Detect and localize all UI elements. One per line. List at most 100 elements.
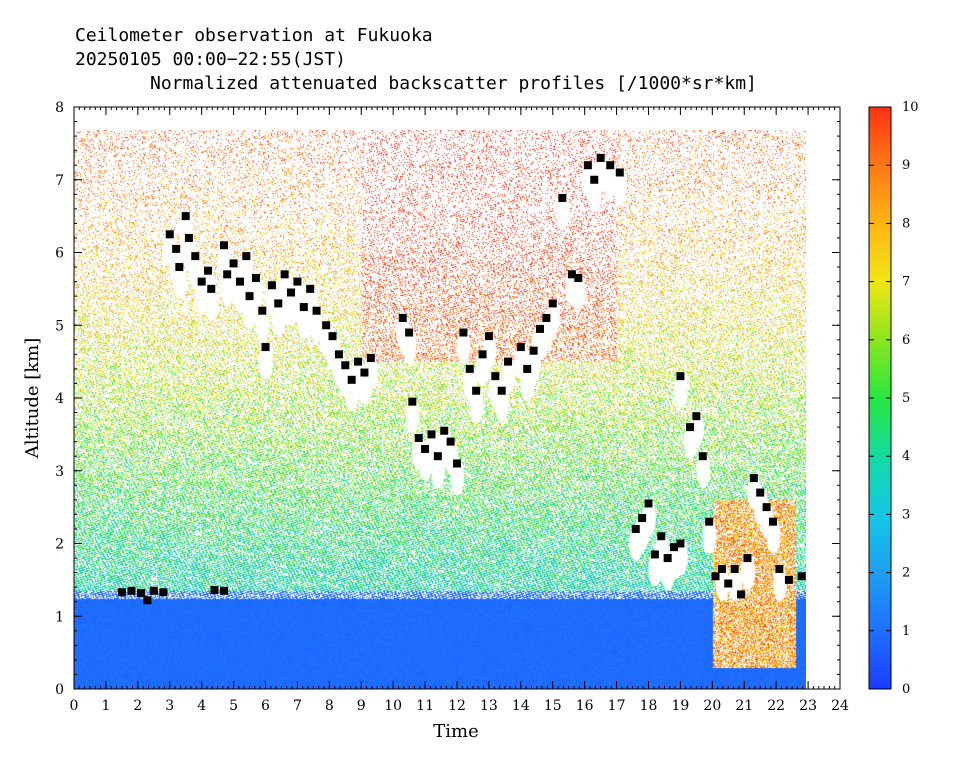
cloud-base-point xyxy=(596,153,605,162)
x-tick-label: 6 xyxy=(261,698,270,714)
cloud-base-point xyxy=(711,572,720,581)
cloud-base-points xyxy=(117,153,806,605)
x-tick-label: 9 xyxy=(357,698,366,714)
plot-area xyxy=(73,106,841,690)
cloud-base-point xyxy=(663,554,672,563)
colorbar-tick-label: 2 xyxy=(902,566,910,581)
cloud-base-point xyxy=(724,579,733,588)
x-tick-label: 11 xyxy=(416,698,434,714)
cloud-base-point xyxy=(360,368,369,377)
cloud-base-point xyxy=(366,353,375,362)
cloud-base-point xyxy=(204,266,213,275)
colorbar-tick-label: 3 xyxy=(902,507,910,522)
cloud-base-point xyxy=(631,524,640,533)
chart-subtitle-quantity: Normalized attenuated backscatter profil… xyxy=(150,73,757,94)
cloud-base-point xyxy=(220,586,229,595)
cloud-base-point xyxy=(756,488,765,497)
colorbar-ticks: 0 1 2 3 4 5 6 7 8 9 10 xyxy=(869,100,919,697)
cloud-base-point xyxy=(175,263,184,272)
x-tick-label: 1 xyxy=(101,698,110,714)
y-tick-label: 1 xyxy=(55,609,64,625)
cloud-base-point xyxy=(207,284,216,293)
cloud-base-point xyxy=(322,321,331,330)
x-tick-label: 14 xyxy=(512,698,530,714)
cloud-base-point xyxy=(535,324,544,333)
chart-title: Ceilometer observation at Fukuoka xyxy=(75,25,433,46)
cloud-base-point xyxy=(749,474,758,483)
cloud-base-point xyxy=(705,517,714,526)
cloud-base-point xyxy=(638,514,647,523)
cloud-base-point xyxy=(670,543,679,552)
colorbar-tick-label: 10 xyxy=(902,100,919,115)
x-tick-label: 2 xyxy=(133,698,142,714)
cloud-base-point xyxy=(523,364,532,373)
cloud-base-point xyxy=(334,350,343,359)
y-tick-label: 7 xyxy=(55,173,64,189)
colorbar-tick-label: 4 xyxy=(902,449,910,464)
cloud-base-point xyxy=(159,588,168,597)
cloud-base-point xyxy=(446,437,455,446)
cloud-base-point xyxy=(347,375,356,384)
x-tick-label: 7 xyxy=(293,698,302,714)
x-tick-label: 13 xyxy=(480,698,498,714)
x-tick-label: 22 xyxy=(767,698,785,714)
cloud-base-point xyxy=(414,434,423,443)
cloud-base-point xyxy=(574,273,583,282)
colorbar-tick-label: 0 xyxy=(902,682,910,697)
cloud-base-point xyxy=(149,586,158,595)
colorbar-tick-label: 7 xyxy=(902,275,910,290)
cloud-base-point xyxy=(299,303,308,312)
cloud-base-point xyxy=(117,588,126,597)
cloud-base-point xyxy=(258,306,267,315)
cloud-base-point xyxy=(293,277,302,286)
axis-ticks xyxy=(73,106,841,690)
x-tick-label: 23 xyxy=(799,698,817,714)
x-tick-label: 20 xyxy=(703,698,721,714)
cloud-base-point xyxy=(478,350,487,359)
cloud-base-point xyxy=(312,306,321,315)
cloud-base-point xyxy=(306,284,315,293)
y-tick-label: 0 xyxy=(55,682,64,698)
cloud-base-point xyxy=(484,332,493,341)
cloud-base-point xyxy=(127,586,136,595)
cloud-base-point xyxy=(465,364,474,373)
x-tick-label: 19 xyxy=(672,698,690,714)
cloud-base-point xyxy=(459,328,468,337)
cloud-base-point xyxy=(717,564,726,573)
cloud-base-point xyxy=(421,444,430,453)
cloud-base-point xyxy=(197,277,206,286)
cloud-base-point xyxy=(685,423,694,432)
x-tick-label: 5 xyxy=(229,698,238,714)
cloud-base-point xyxy=(287,288,296,297)
cloud-base-point xyxy=(172,244,181,253)
cloud-base-point xyxy=(644,499,653,508)
y-axis-label: Altitude [km] xyxy=(22,338,43,460)
cloud-base-point xyxy=(267,281,276,290)
x-tick-label: 4 xyxy=(197,698,206,714)
cloud-base-point xyxy=(210,586,219,595)
cloud-base-point xyxy=(354,357,363,366)
cloud-base-point xyxy=(137,588,146,597)
cloud-base-point xyxy=(657,532,666,541)
x-tick-label: 12 xyxy=(448,698,466,714)
cloud-base-point xyxy=(453,459,461,468)
cloud-base-point xyxy=(775,564,784,573)
backscatter-heatmap xyxy=(74,130,806,689)
colorbar-tick-label: 9 xyxy=(902,158,910,173)
cloud-base-point xyxy=(784,575,793,584)
colorbar-tick-label: 5 xyxy=(902,391,910,406)
cloud-base-point xyxy=(768,517,777,526)
cloud-base-point xyxy=(242,252,251,261)
x-axis-label: Time xyxy=(433,721,478,742)
y-tick-label: 2 xyxy=(55,537,64,553)
colorbar: 0 1 2 3 4 5 6 7 8 9 10 xyxy=(868,100,919,697)
cloud-base-point xyxy=(542,313,551,322)
y-tick-label: 4 xyxy=(55,391,64,407)
cloud-base-point xyxy=(433,452,442,461)
cloud-base-point xyxy=(558,193,567,202)
cloud-base-point xyxy=(245,292,254,301)
cloud-base-point xyxy=(762,503,771,512)
cloud-base-point xyxy=(251,273,260,282)
x-tick-label: 0 xyxy=(70,698,79,714)
x-axis-tick-labels: 0 1 2 3 4 5 6 7 8 9 10 11 12 13 14 15 16 17 18 19 20 21 22 23 24 xyxy=(70,698,849,714)
